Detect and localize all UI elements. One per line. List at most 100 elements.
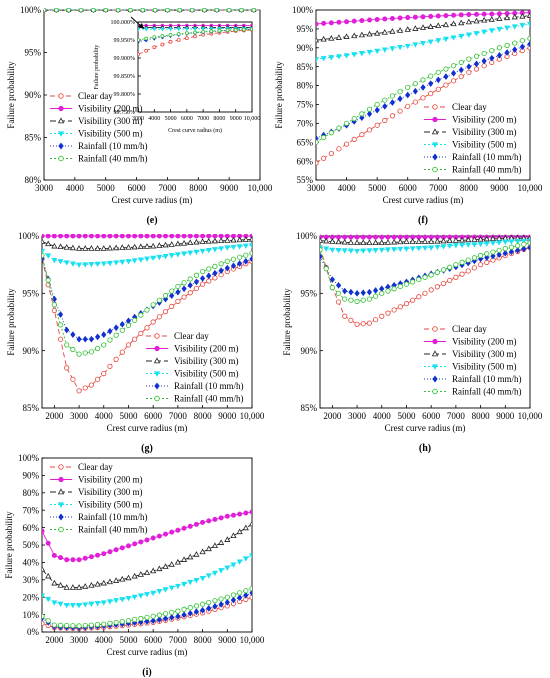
data-point — [396, 27, 404, 33]
data-point — [419, 24, 427, 30]
data-point — [209, 29, 214, 34]
data-point — [381, 29, 388, 35]
data-point — [58, 513, 64, 521]
data-point — [230, 532, 237, 539]
data-point — [94, 622, 101, 628]
data-point — [321, 20, 327, 26]
data-point — [389, 93, 396, 99]
data-point — [366, 17, 372, 23]
data-point — [175, 288, 181, 296]
data-point — [201, 29, 206, 34]
data-point — [218, 568, 225, 574]
x-tick-label: 4000 — [95, 635, 114, 645]
legend-entry: Visibility (500 m) — [452, 140, 516, 150]
data-point — [521, 245, 527, 253]
x-axis-label: Crest curve radius (m) — [385, 423, 466, 433]
data-point — [527, 240, 530, 246]
data-point — [427, 23, 434, 29]
data-point — [360, 239, 367, 246]
data-point — [321, 134, 327, 141]
x-tick-label: 9000 — [230, 116, 242, 122]
data-point — [405, 103, 411, 109]
data-point — [76, 623, 82, 629]
data-point — [82, 245, 89, 251]
data-point — [397, 89, 403, 95]
data-point — [82, 385, 88, 391]
data-point — [477, 252, 484, 259]
data-point — [45, 234, 51, 239]
data-point — [138, 615, 144, 622]
data-point — [428, 272, 434, 278]
data-point — [465, 236, 472, 243]
data-point — [453, 274, 459, 280]
data-point — [382, 117, 388, 124]
data-point — [51, 600, 58, 606]
data-point — [125, 259, 132, 265]
data-point — [382, 97, 388, 103]
data-point — [94, 376, 101, 382]
data-point — [202, 8, 207, 13]
data-point — [435, 76, 441, 84]
y-tick-label: 75% — [297, 100, 314, 110]
data-point — [199, 548, 206, 555]
data-point — [100, 261, 107, 267]
legend-entry: Clear day — [174, 331, 209, 341]
data-point — [113, 260, 120, 266]
data-point — [57, 622, 64, 628]
data-point — [200, 234, 206, 239]
data-point — [335, 238, 342, 245]
data-point — [131, 572, 138, 579]
data-point — [512, 40, 518, 46]
data-point — [403, 301, 410, 307]
data-point — [106, 578, 114, 585]
data-point — [323, 246, 330, 252]
data-point — [162, 611, 169, 617]
data-point — [70, 331, 76, 338]
data-point — [199, 575, 206, 582]
data-point — [45, 277, 51, 283]
data-point — [132, 234, 138, 239]
data-point — [316, 36, 320, 43]
data-point — [64, 234, 70, 239]
data-point — [432, 388, 438, 395]
data-point — [95, 333, 101, 341]
data-point — [218, 539, 225, 545]
data-point — [156, 612, 162, 618]
data-point — [168, 39, 173, 44]
x-axis-label: Crest curve radius (m) — [107, 423, 188, 433]
data-point — [152, 8, 158, 13]
data-point — [150, 567, 157, 574]
data-point — [192, 27, 198, 32]
data-point — [224, 594, 230, 600]
data-point — [212, 598, 218, 604]
data-point — [193, 278, 199, 286]
legend-entry: Rainfall (10 mm/h) — [452, 152, 522, 162]
data-point — [181, 525, 187, 531]
legend-entry: Visibility (300 m) — [452, 349, 516, 359]
data-point — [54, 8, 59, 13]
data-point — [412, 87, 418, 95]
x-tick-label: 7000 — [197, 116, 209, 122]
data-point — [397, 238, 404, 245]
data-point — [42, 565, 46, 572]
data-point — [236, 244, 243, 250]
data-point — [187, 605, 193, 611]
x-tick-label: 3000 — [70, 411, 89, 421]
data-point — [113, 244, 120, 251]
data-point — [366, 248, 373, 254]
data-point — [488, 28, 495, 34]
data-point — [63, 260, 70, 266]
data-point — [459, 242, 465, 249]
data-point — [391, 286, 397, 292]
data-point — [360, 289, 366, 297]
data-point — [527, 40, 530, 48]
data-point — [527, 244, 530, 251]
data-point — [328, 130, 334, 136]
data-point — [144, 325, 150, 331]
data-point — [466, 12, 472, 18]
data-point — [58, 555, 64, 561]
data-point — [343, 53, 350, 59]
data-point — [465, 257, 471, 263]
data-point — [63, 584, 70, 590]
data-point — [224, 264, 230, 272]
